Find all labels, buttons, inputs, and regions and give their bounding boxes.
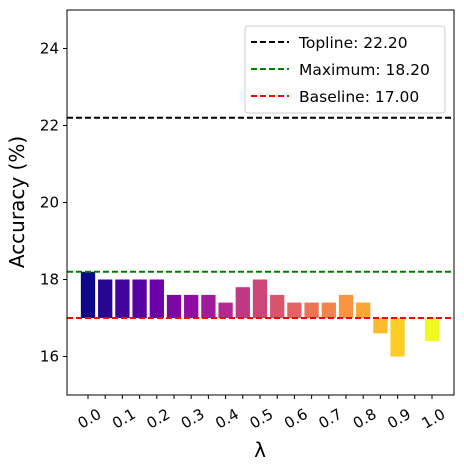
legend-label: Topline: 22.20 bbox=[298, 34, 408, 52]
bar bbox=[252, 279, 268, 318]
bar bbox=[373, 318, 388, 334]
bar bbox=[287, 302, 302, 318]
bar bbox=[235, 287, 250, 318]
bar bbox=[424, 318, 440, 342]
bar bbox=[304, 302, 319, 318]
x-tick-label: 0.0 bbox=[75, 405, 105, 433]
x-axis-label: λ bbox=[254, 438, 266, 462]
legend-frame bbox=[244, 25, 446, 114]
reference-lines-group bbox=[67, 116, 454, 319]
bars-group bbox=[80, 271, 440, 357]
y-tick-label: 22 bbox=[40, 117, 59, 135]
bar bbox=[218, 302, 233, 318]
y-axis-label: Accuracy (%) bbox=[5, 136, 29, 268]
legend-label: Maximum: 18.20 bbox=[299, 61, 430, 79]
bar bbox=[356, 302, 371, 318]
bar bbox=[321, 302, 336, 318]
x-tick-label: 0.2 bbox=[143, 405, 173, 433]
x-tick-label: 0.5 bbox=[247, 405, 277, 433]
y-tick-label: 24 bbox=[40, 40, 59, 58]
bar bbox=[390, 318, 405, 357]
x-tick-label: 1.0 bbox=[419, 405, 449, 433]
bar bbox=[166, 294, 182, 318]
bar bbox=[80, 271, 96, 318]
x-axis-ticks: 0.0 0.1 0.2 0.3 0.4 0.5 0.6 0.7 0.8 0.9 1.0 bbox=[75, 395, 449, 433]
bar bbox=[338, 294, 354, 318]
y-tick-label: 16 bbox=[40, 348, 59, 366]
x-tick-label: 0.7 bbox=[315, 405, 345, 433]
y-axis-ticks: 16 18 20 22 24 bbox=[40, 40, 67, 366]
y-tick-label: 18 bbox=[40, 271, 59, 289]
x-tick-label: 0.9 bbox=[384, 405, 414, 433]
bar bbox=[184, 294, 199, 318]
bar bbox=[149, 279, 164, 318]
x-tick-label: 0.8 bbox=[350, 405, 380, 433]
x-tick-label: 0.1 bbox=[109, 405, 139, 433]
x-tick-label: 0.4 bbox=[212, 405, 242, 433]
legend: Topline: 22.20 Maximum: 18.20 Baseline: 17… bbox=[244, 25, 446, 114]
y-tick-label: 20 bbox=[40, 194, 59, 212]
x-tick-label: 0.3 bbox=[178, 405, 208, 433]
legend-label: Baseline: 17.00 bbox=[299, 88, 419, 106]
bar bbox=[132, 279, 147, 318]
bar bbox=[270, 294, 285, 318]
bar bbox=[201, 294, 216, 318]
bar bbox=[115, 279, 130, 318]
bar bbox=[98, 279, 113, 318]
x-tick-label: 0.6 bbox=[281, 405, 311, 433]
